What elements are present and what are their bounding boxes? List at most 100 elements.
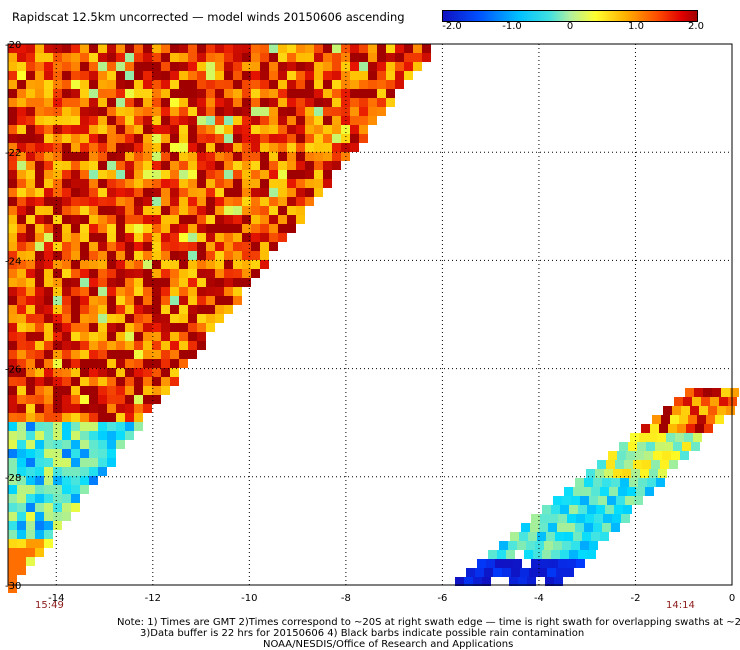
wind-cell [161, 305, 170, 314]
wind-cell [80, 152, 89, 161]
wind-cell [359, 107, 368, 116]
wind-cell [134, 359, 143, 368]
wind-cell [116, 161, 125, 170]
wind-cell [224, 44, 233, 53]
wind-cell [197, 62, 206, 71]
wind-cell [35, 521, 44, 530]
wind-cell [143, 404, 152, 413]
wind-cell [35, 350, 44, 359]
wind-cell [206, 53, 215, 62]
wind-cell [62, 251, 71, 260]
wind-cell [693, 433, 702, 442]
wind-cell [296, 170, 305, 179]
wind-cell [152, 152, 161, 161]
wind-cell [170, 98, 179, 107]
wind-cell [35, 422, 44, 431]
wind-cell [197, 260, 206, 269]
wind-cell [575, 478, 584, 487]
wind-cell [179, 215, 188, 224]
wind-cell [134, 143, 143, 152]
wind-cell [269, 215, 278, 224]
wind-cell [107, 296, 116, 305]
wind-cell [233, 143, 242, 152]
wind-cell [717, 406, 726, 415]
wind-cell [44, 458, 53, 467]
wind-cell [368, 98, 377, 107]
wind-cell [17, 413, 26, 422]
wind-cell [206, 62, 215, 71]
wind-cell [206, 296, 215, 305]
wind-cell [473, 577, 482, 586]
wind-cell [107, 152, 116, 161]
wind-cell [287, 188, 296, 197]
wind-cell [116, 341, 125, 350]
wind-cell [260, 224, 269, 233]
wind-cell [53, 467, 62, 476]
wind-cell [143, 314, 152, 323]
wind-cell [251, 170, 260, 179]
wind-cell [206, 251, 215, 260]
wind-cell [161, 80, 170, 89]
wind-cell [35, 359, 44, 368]
wind-cell [161, 233, 170, 242]
wind-cell [89, 305, 98, 314]
wind-cell [395, 62, 404, 71]
wind-cell [206, 314, 215, 323]
wind-cell [125, 431, 134, 440]
wind-cell [242, 134, 251, 143]
wind-cell [197, 179, 206, 188]
wind-cell [179, 170, 188, 179]
wind-cell [188, 296, 197, 305]
wind-cell [197, 296, 206, 305]
wind-cell [242, 71, 251, 80]
wind-cell [53, 350, 62, 359]
wind-cell [107, 458, 116, 467]
wind-cell [509, 577, 518, 586]
wind-cell [206, 278, 215, 287]
wind-cell [26, 197, 35, 206]
colorbar-tick-label: 0 [566, 21, 574, 32]
wind-cell [71, 53, 80, 62]
wind-cell [659, 424, 668, 433]
wind-cell [562, 541, 571, 550]
wind-cell [116, 440, 125, 449]
wind-cell [89, 161, 98, 170]
wind-cell [80, 485, 89, 494]
wind-cell [26, 305, 35, 314]
wind-cell [161, 377, 170, 386]
wind-cell [278, 53, 287, 62]
wind-cell [80, 206, 89, 215]
wind-cell [35, 98, 44, 107]
wind-cell [684, 433, 693, 442]
wind-cell [143, 296, 152, 305]
wind-cell [17, 152, 26, 161]
wind-cell [215, 152, 224, 161]
wind-cell [645, 487, 654, 496]
wind-cell [278, 179, 287, 188]
wind-cell [8, 485, 17, 494]
wind-cell [98, 440, 107, 449]
wind-cell [323, 179, 332, 188]
wind-cell [98, 170, 107, 179]
wind-cell [502, 568, 511, 577]
wind-cell [62, 422, 71, 431]
wind-cell [251, 179, 260, 188]
wind-cell [296, 44, 305, 53]
wind-cell [477, 559, 486, 568]
wind-cell [215, 260, 224, 269]
wind-cell [197, 323, 206, 332]
wind-cell [350, 44, 359, 53]
wind-cell [233, 116, 242, 125]
wind-cell [170, 377, 179, 386]
wind-cell [341, 53, 350, 62]
wind-cell [694, 388, 703, 397]
wind-cell [89, 251, 98, 260]
wind-cell [89, 206, 98, 215]
wind-cell [152, 323, 161, 332]
wind-cell [44, 449, 53, 458]
wind-cell [215, 269, 224, 278]
wind-cell [8, 332, 17, 341]
wind-cell [62, 71, 71, 80]
wind-cell [278, 44, 287, 53]
wind-cell [278, 71, 287, 80]
